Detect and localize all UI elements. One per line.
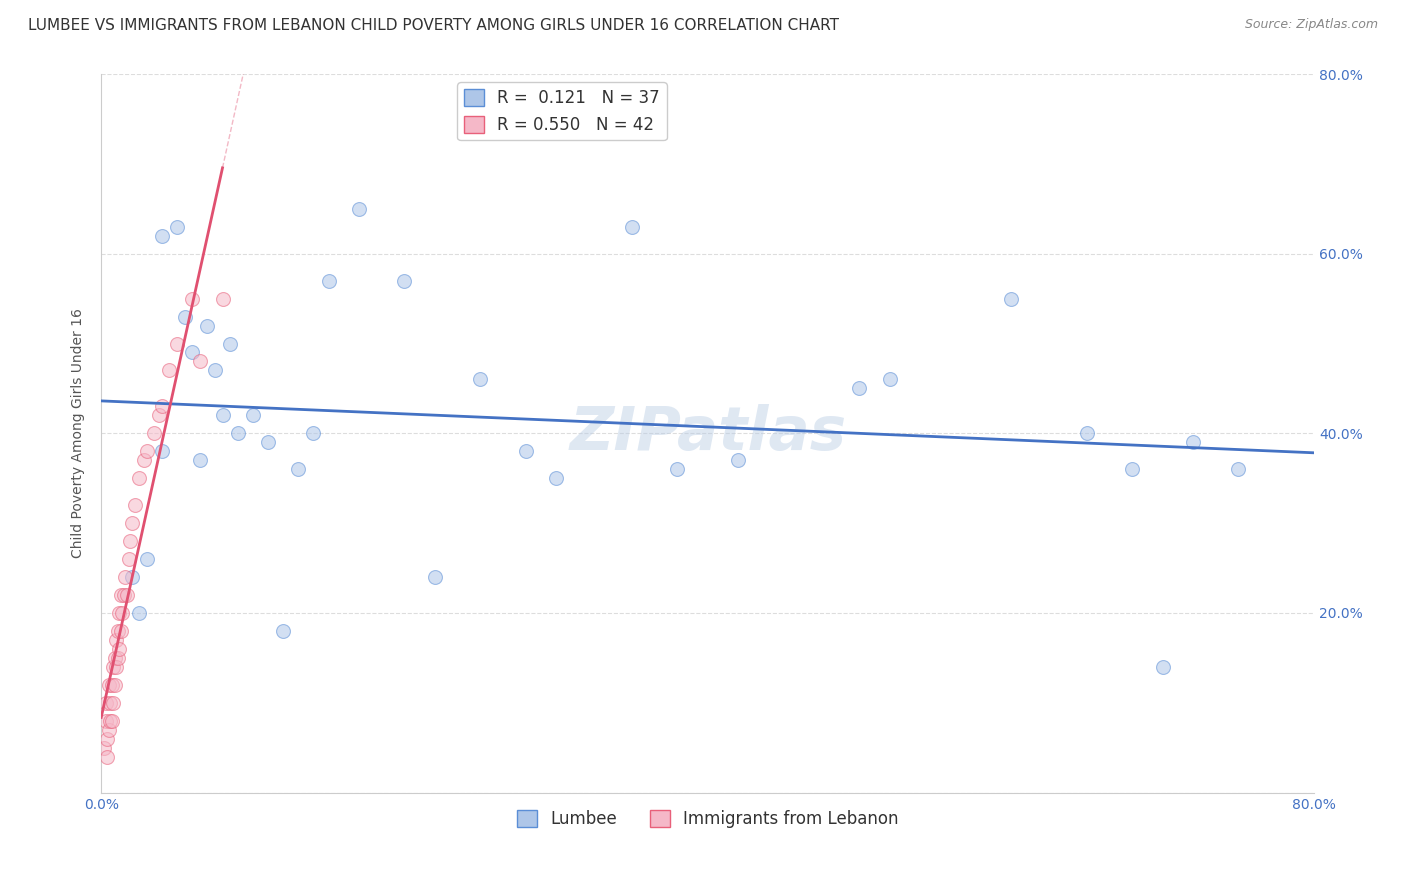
Point	[143, 426, 166, 441]
Point	[257, 435, 280, 450]
Point	[1076, 426, 1098, 441]
Point	[98, 714, 121, 728]
Point	[188, 354, 211, 368]
Point	[103, 660, 125, 674]
Point	[666, 462, 689, 476]
Point	[470, 372, 492, 386]
Point	[124, 498, 146, 512]
Point	[515, 444, 537, 458]
Point	[101, 678, 124, 692]
Point	[117, 552, 139, 566]
Point	[394, 274, 416, 288]
Point	[114, 570, 136, 584]
Point	[620, 219, 643, 234]
Point	[148, 409, 170, 423]
Point	[96, 731, 118, 746]
Point	[110, 624, 132, 638]
Text: LUMBEE VS IMMIGRANTS FROM LEBANON CHILD POVERTY AMONG GIRLS UNDER 16 CORRELATION: LUMBEE VS IMMIGRANTS FROM LEBANON CHILD …	[28, 18, 839, 33]
Point	[1121, 462, 1143, 476]
Point	[211, 292, 233, 306]
Point	[135, 444, 157, 458]
Point	[166, 219, 188, 234]
Point	[105, 632, 128, 647]
Point	[110, 588, 132, 602]
Point	[173, 310, 195, 324]
Point	[121, 516, 143, 531]
Point	[347, 202, 370, 216]
Point	[105, 660, 128, 674]
Point	[287, 462, 309, 476]
Point	[181, 292, 204, 306]
Point	[211, 409, 233, 423]
Point	[115, 588, 138, 602]
Point	[1152, 660, 1174, 674]
Point	[104, 651, 127, 665]
Point	[128, 606, 150, 620]
Text: ZIPatlas: ZIPatlas	[569, 404, 846, 463]
Point	[118, 534, 141, 549]
Point	[226, 426, 249, 441]
Legend: Lumbee, Immigrants from Lebanon: Lumbee, Immigrants from Lebanon	[510, 803, 905, 835]
Point	[103, 696, 125, 710]
Point	[111, 606, 134, 620]
Point	[242, 409, 264, 423]
Point	[271, 624, 294, 638]
Point	[188, 453, 211, 467]
Point	[423, 570, 446, 584]
Point	[727, 453, 749, 467]
Point	[879, 372, 901, 386]
Point	[318, 274, 340, 288]
Point	[1181, 435, 1204, 450]
Point	[97, 723, 120, 737]
Point	[150, 228, 173, 243]
Point	[1227, 462, 1250, 476]
Point	[108, 641, 131, 656]
Point	[302, 426, 325, 441]
Point	[166, 336, 188, 351]
Point	[132, 453, 155, 467]
Point	[94, 696, 117, 710]
Point	[107, 651, 129, 665]
Point	[1000, 292, 1022, 306]
Point	[219, 336, 242, 351]
Point	[128, 471, 150, 485]
Point	[97, 678, 120, 692]
Point	[96, 749, 118, 764]
Point	[848, 381, 870, 395]
Point	[93, 740, 115, 755]
Point	[108, 606, 131, 620]
Point	[107, 624, 129, 638]
Point	[101, 714, 124, 728]
Text: Source: ZipAtlas.com: Source: ZipAtlas.com	[1244, 18, 1378, 31]
Point	[150, 444, 173, 458]
Point	[159, 363, 181, 377]
Point	[121, 570, 143, 584]
Point	[181, 345, 204, 359]
Point	[112, 588, 135, 602]
Point	[195, 318, 218, 333]
Point	[104, 678, 127, 692]
Point	[135, 552, 157, 566]
Point	[94, 714, 117, 728]
Point	[204, 363, 226, 377]
Point	[98, 696, 121, 710]
Point	[150, 400, 173, 414]
Point	[544, 471, 567, 485]
Y-axis label: Child Poverty Among Girls Under 16: Child Poverty Among Girls Under 16	[72, 309, 86, 558]
